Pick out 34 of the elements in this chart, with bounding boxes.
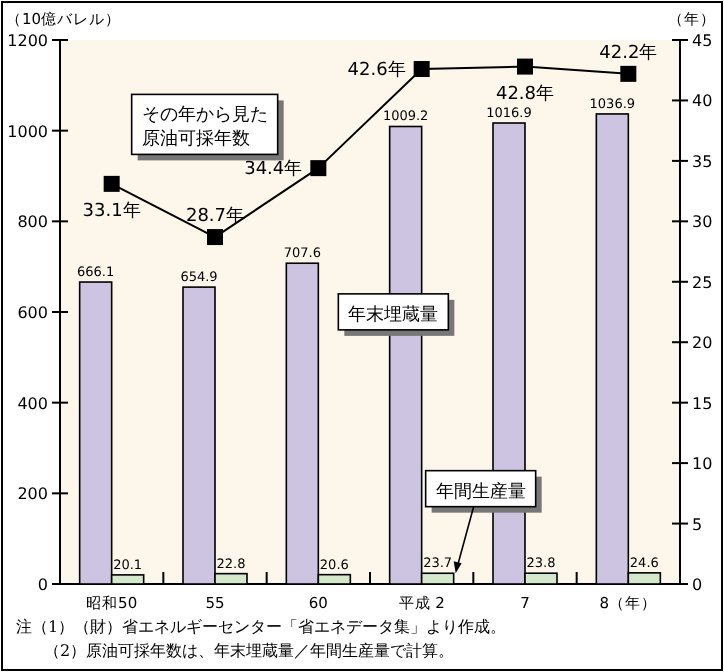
y2-tick-label: 0 [692,576,703,594]
y2-tick-label: 40 [692,92,713,111]
y2-tick-label: 45 [692,32,713,50]
text: 年間生産量 [435,480,526,503]
data-label: 28.7年 [185,205,245,228]
data-label: 34.4年 [244,158,303,181]
data-label: 42.6年 [347,59,406,82]
point [517,58,533,75]
y-tick-label: 1000 [7,122,48,141]
series-label: 年末埋蔵量 [348,303,439,326]
point [103,175,120,192]
y2-tick-label: 20 [692,334,713,353]
y-tick-label: 0 [37,576,48,594]
y-tick-label: 600 [17,304,48,322]
text: （2）原油可採年数は、年末埋蔵量／年間生産量で計算。 [44,642,455,660]
point [413,61,430,78]
data-label: 42.8年 [495,82,555,105]
point [207,229,223,246]
y-tick-label: 200 [17,485,48,504]
y-tick-label: 400 [17,394,48,413]
y-tick-label: 800 [17,213,48,232]
y2-tick-label: 25 [692,273,713,292]
text: 注（1）（財）省エネルギーセンター「省エネデータ集」より作成。 [16,618,507,636]
y-tick-label: 1200 [7,32,48,50]
y2-tick-label: 10 [692,455,713,474]
data-label: 42.2年 [599,41,658,64]
y2-tick-label: 30 [692,213,713,232]
y2-tick-label: 5 [692,515,703,534]
y2-tick-label: 15 [692,394,713,413]
y2-tick-label: 35 [692,152,713,171]
point [310,160,327,177]
data-label: 33.1年 [82,199,141,222]
series-label: その年から見た原油可採年数 [141,104,268,151]
point [620,65,637,82]
